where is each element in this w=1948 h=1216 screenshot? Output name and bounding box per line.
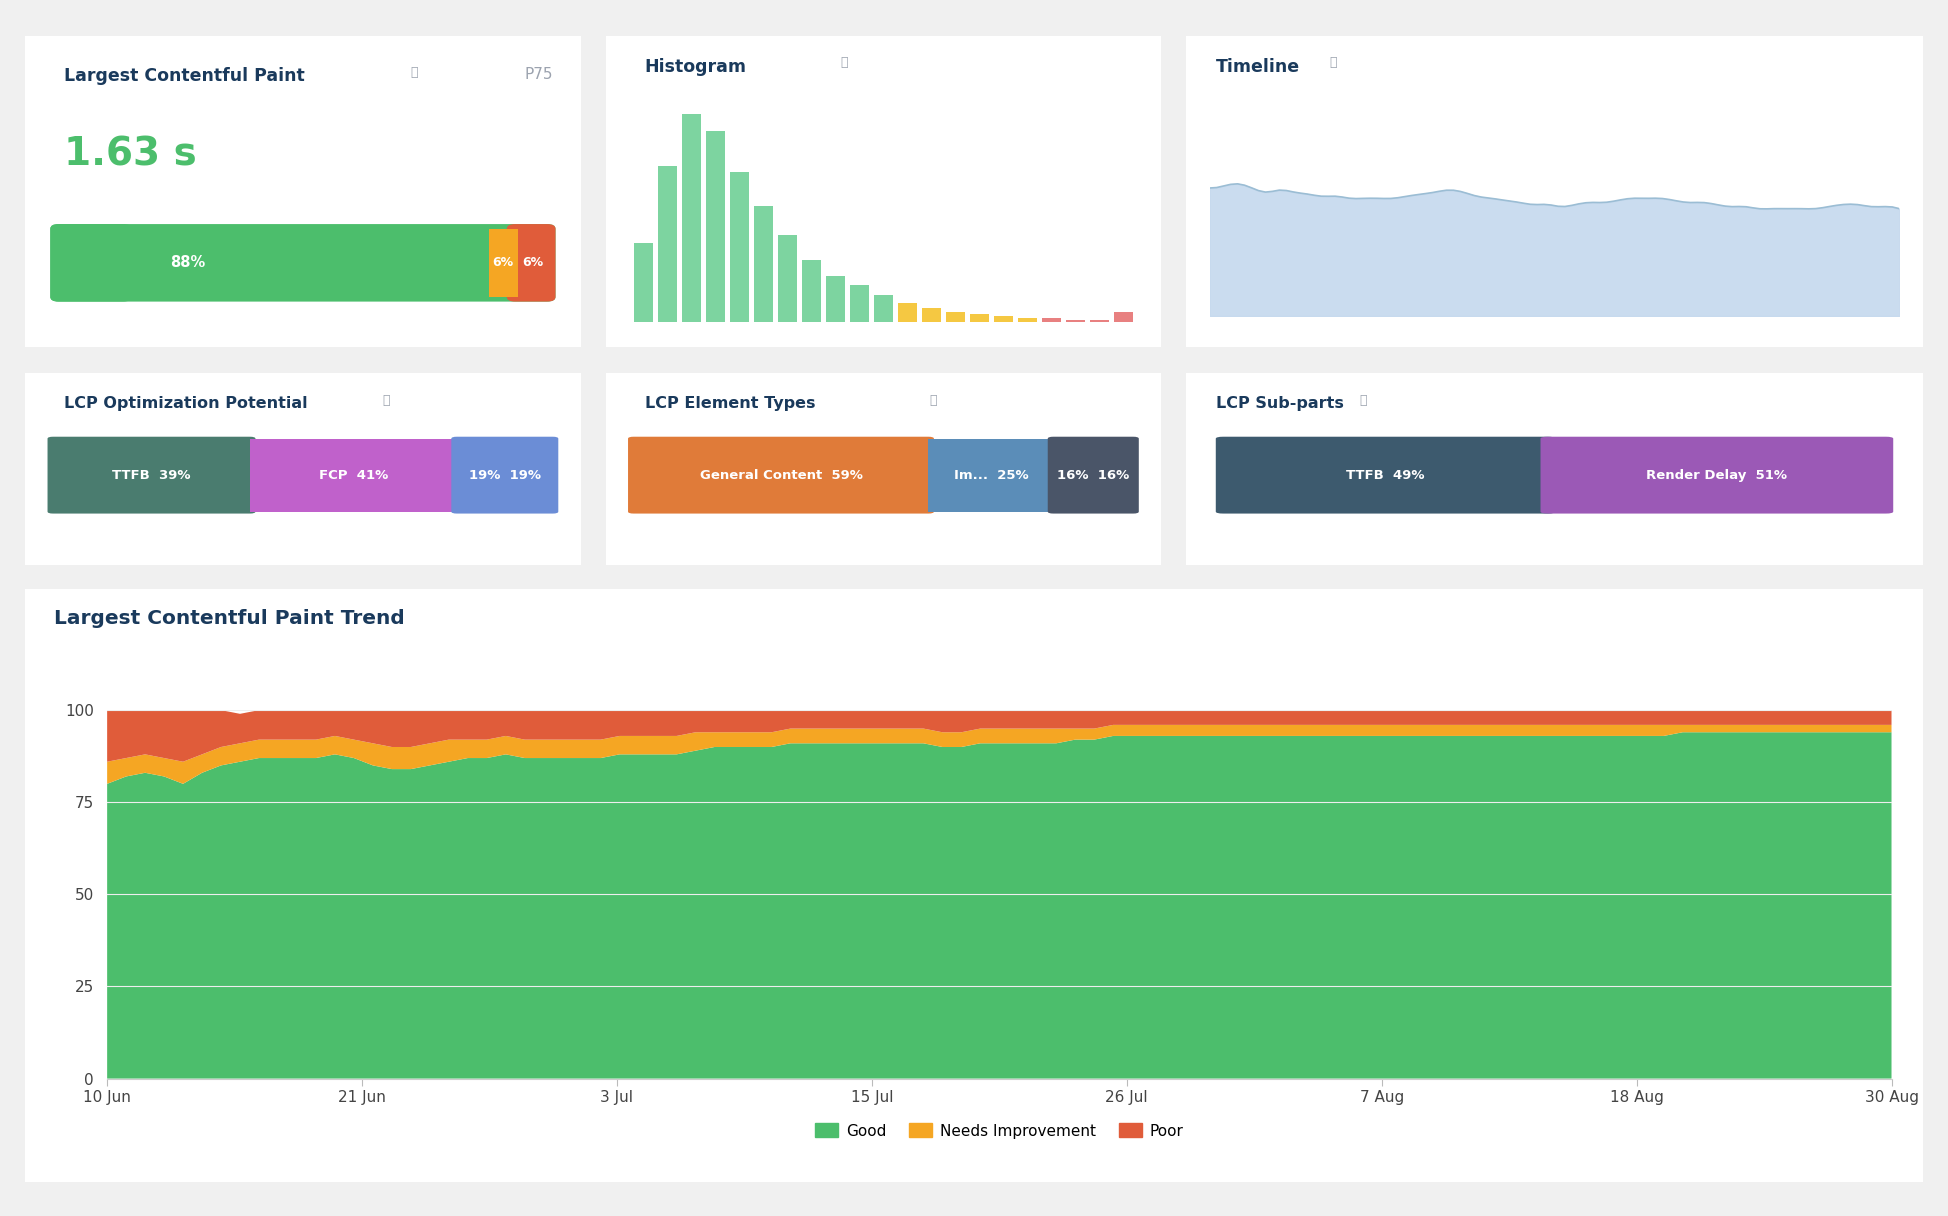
Text: FCP  41%: FCP 41% xyxy=(319,468,388,482)
Text: Largest Contentful Paint: Largest Contentful Paint xyxy=(64,68,306,85)
Text: 16%  16%: 16% 16% xyxy=(1058,468,1130,482)
Text: 88%: 88% xyxy=(169,255,205,270)
Text: ⓘ: ⓘ xyxy=(1360,394,1367,406)
FancyBboxPatch shape xyxy=(51,224,555,302)
Text: Largest Contentful Paint Trend: Largest Contentful Paint Trend xyxy=(55,609,405,629)
Text: Histogram: Histogram xyxy=(645,58,746,77)
Text: LCP Optimization Potential: LCP Optimization Potential xyxy=(64,396,308,411)
Bar xyxy=(1019,319,1036,322)
Bar xyxy=(803,260,820,322)
Text: 1.63 s: 1.63 s xyxy=(64,136,197,174)
Bar xyxy=(707,130,725,322)
Bar xyxy=(1091,320,1108,322)
Text: ⓘ: ⓘ xyxy=(382,394,390,406)
FancyBboxPatch shape xyxy=(18,32,588,351)
Bar xyxy=(489,229,547,297)
Bar xyxy=(489,229,518,297)
Text: TTFB  49%: TTFB 49% xyxy=(1346,468,1424,482)
Text: 19%  19%: 19% 19% xyxy=(469,468,542,482)
Bar xyxy=(970,314,990,322)
Text: Render Delay  51%: Render Delay 51% xyxy=(1646,468,1788,482)
Bar xyxy=(730,173,748,322)
Text: Im...  25%: Im... 25% xyxy=(953,468,1029,482)
FancyBboxPatch shape xyxy=(1216,437,1555,513)
Text: P75: P75 xyxy=(526,68,553,83)
FancyBboxPatch shape xyxy=(1048,437,1140,513)
FancyBboxPatch shape xyxy=(627,437,933,513)
Bar xyxy=(898,304,918,322)
FancyBboxPatch shape xyxy=(929,439,1054,512)
FancyBboxPatch shape xyxy=(1175,371,1934,568)
Bar xyxy=(849,285,869,322)
Bar xyxy=(682,114,701,322)
Bar xyxy=(826,276,845,322)
Bar xyxy=(921,308,941,322)
Text: Timeline: Timeline xyxy=(1216,58,1299,77)
Text: ⓘ: ⓘ xyxy=(411,66,417,79)
Text: ⓘ: ⓘ xyxy=(929,394,937,406)
Text: 6%: 6% xyxy=(493,257,514,269)
FancyBboxPatch shape xyxy=(1175,32,1934,351)
Text: General Content  59%: General Content 59% xyxy=(699,468,863,482)
Bar xyxy=(1042,319,1060,322)
FancyBboxPatch shape xyxy=(18,371,588,568)
Bar xyxy=(947,311,964,322)
Bar xyxy=(658,167,676,322)
Bar xyxy=(635,243,653,322)
FancyBboxPatch shape xyxy=(249,439,458,512)
Text: LCP Element Types: LCP Element Types xyxy=(645,396,814,411)
FancyBboxPatch shape xyxy=(506,224,555,302)
Bar xyxy=(1114,311,1132,322)
FancyBboxPatch shape xyxy=(0,580,1948,1190)
FancyBboxPatch shape xyxy=(598,32,1169,351)
Bar xyxy=(777,235,797,322)
FancyBboxPatch shape xyxy=(452,437,559,513)
FancyBboxPatch shape xyxy=(51,224,131,302)
Text: 6%: 6% xyxy=(522,257,543,269)
Text: TTFB  39%: TTFB 39% xyxy=(113,468,191,482)
FancyBboxPatch shape xyxy=(47,437,255,513)
Bar xyxy=(1066,320,1085,322)
Bar xyxy=(875,295,892,322)
FancyBboxPatch shape xyxy=(1541,437,1893,513)
FancyBboxPatch shape xyxy=(598,371,1169,568)
Text: ⓘ: ⓘ xyxy=(842,56,847,69)
Text: LCP Sub-parts: LCP Sub-parts xyxy=(1216,396,1344,411)
Bar xyxy=(993,316,1013,322)
Bar xyxy=(754,206,773,322)
Text: ⓘ: ⓘ xyxy=(1330,56,1338,69)
Legend: Good, Needs Improvement, Poor: Good, Needs Improvement, Poor xyxy=(808,1118,1190,1144)
